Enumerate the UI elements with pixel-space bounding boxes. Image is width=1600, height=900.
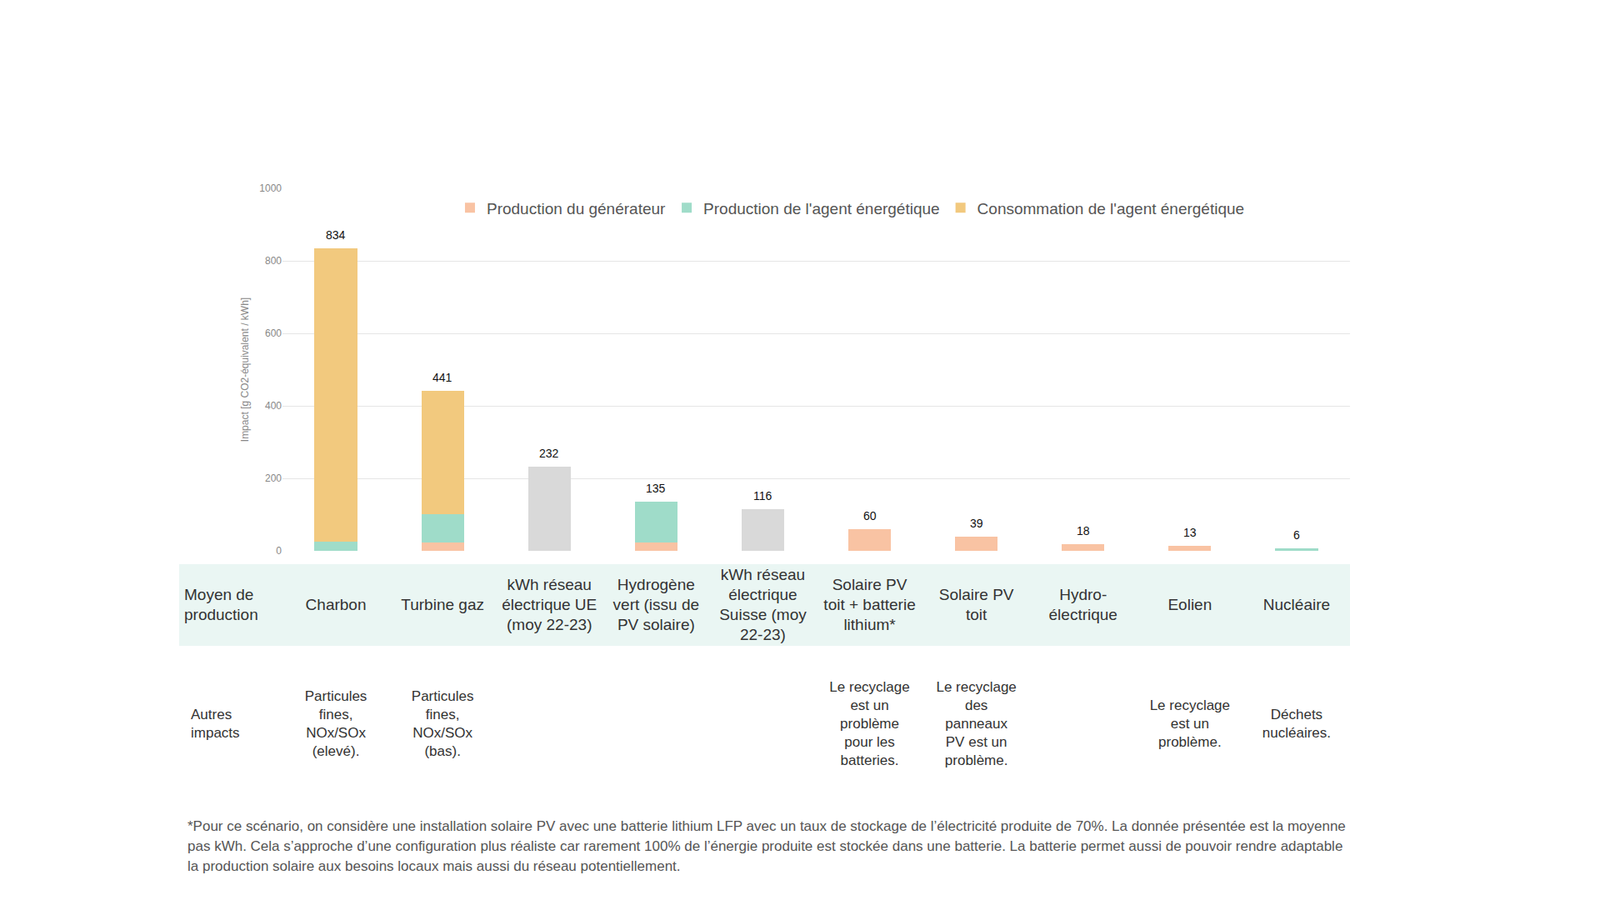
svg-text:200: 200 (265, 472, 282, 485)
svg-text:232: 232 (539, 446, 560, 460)
html-text:Hydro-électrique: Hydro-électrique (1048, 585, 1118, 624)
svg-text:0: 0 (275, 545, 282, 557)
svg-text:Impact [g CO2-équivalent / kWh: Impact [g CO2-équivalent / kWh] (239, 297, 251, 442)
svg-text:Production de l'agent énergéti: Production de l'agent énergétique (703, 200, 940, 218)
html-text:kWh réseau électrique UE (moy: kWh réseau électrique UE (moy 22-23) (501, 575, 597, 634)
html-text:*Pour ce scénario, on considèr: *Pour ce scénario, on considère une inst… (187, 818, 1346, 875)
html-text:kWh réseau électrique Suisse (: kWh réseau électrique Suisse (moy 22-23) (719, 565, 807, 644)
html-text:Moyen de production: Moyen de production (184, 585, 259, 624)
svg-text:834: 834 (325, 228, 346, 242)
html-text:Hydrogène vert (issu de PV sol: Hydrogène vert (issu de PV solaire) (613, 575, 700, 634)
svg-text:116: 116 (753, 489, 773, 503)
html-text:Le recyclage est un problème.: Le recyclage est un problème. (1149, 697, 1230, 750)
html-text:Eolien: Eolien (1167, 595, 1212, 614)
svg-text:800: 800 (265, 255, 282, 267)
svg-text:60: 60 (863, 509, 877, 523)
html-text:Le recyclage est un problème p: Le recyclage est un problème pour les ba… (829, 679, 910, 769)
svg-text:441: 441 (432, 370, 453, 385)
svg-text:39: 39 (970, 516, 984, 530)
svg-text:1000: 1000 (259, 182, 282, 195)
html-text:Particules fines, NOx/SOx (bas: Particules fines, NOx/SOx (bas). (411, 688, 474, 760)
html-text:Nucléaire: Nucléaire (1263, 595, 1331, 614)
svg-text:6: 6 (1293, 528, 1300, 542)
svg-text:13: 13 (1183, 525, 1197, 540)
html-text:Déchets nucléaires.: Déchets nucléaires. (1262, 706, 1331, 741)
svg-text:Consommation de l'agent énergé: Consommation de l'agent énergétique (977, 200, 1245, 218)
svg-text:18: 18 (1076, 524, 1090, 538)
html-text:Solaire PV toit: Solaire PV toit (939, 585, 1014, 624)
html-text:Le recyclage des panneaux PV e: Le recyclage des panneaux PV est un prob… (936, 679, 1017, 769)
html-text:Charbon: Charbon (305, 595, 367, 614)
html-text:Solaire PV toit + batterie lit: Solaire PV toit + batterie lithium* (823, 575, 916, 634)
svg-text:400: 400 (265, 400, 282, 412)
html-text:Autres impacts: Autres impacts (190, 706, 240, 741)
html-text:Particules fines, NOx/SOx (ele: Particules fines, NOx/SOx (elevé). (304, 688, 367, 760)
svg-text:Production du générateur: Production du générateur (486, 200, 666, 218)
html-text:Turbine gaz: Turbine gaz (401, 595, 485, 614)
svg-text:600: 600 (265, 327, 282, 340)
svg-text:135: 135 (645, 481, 666, 495)
